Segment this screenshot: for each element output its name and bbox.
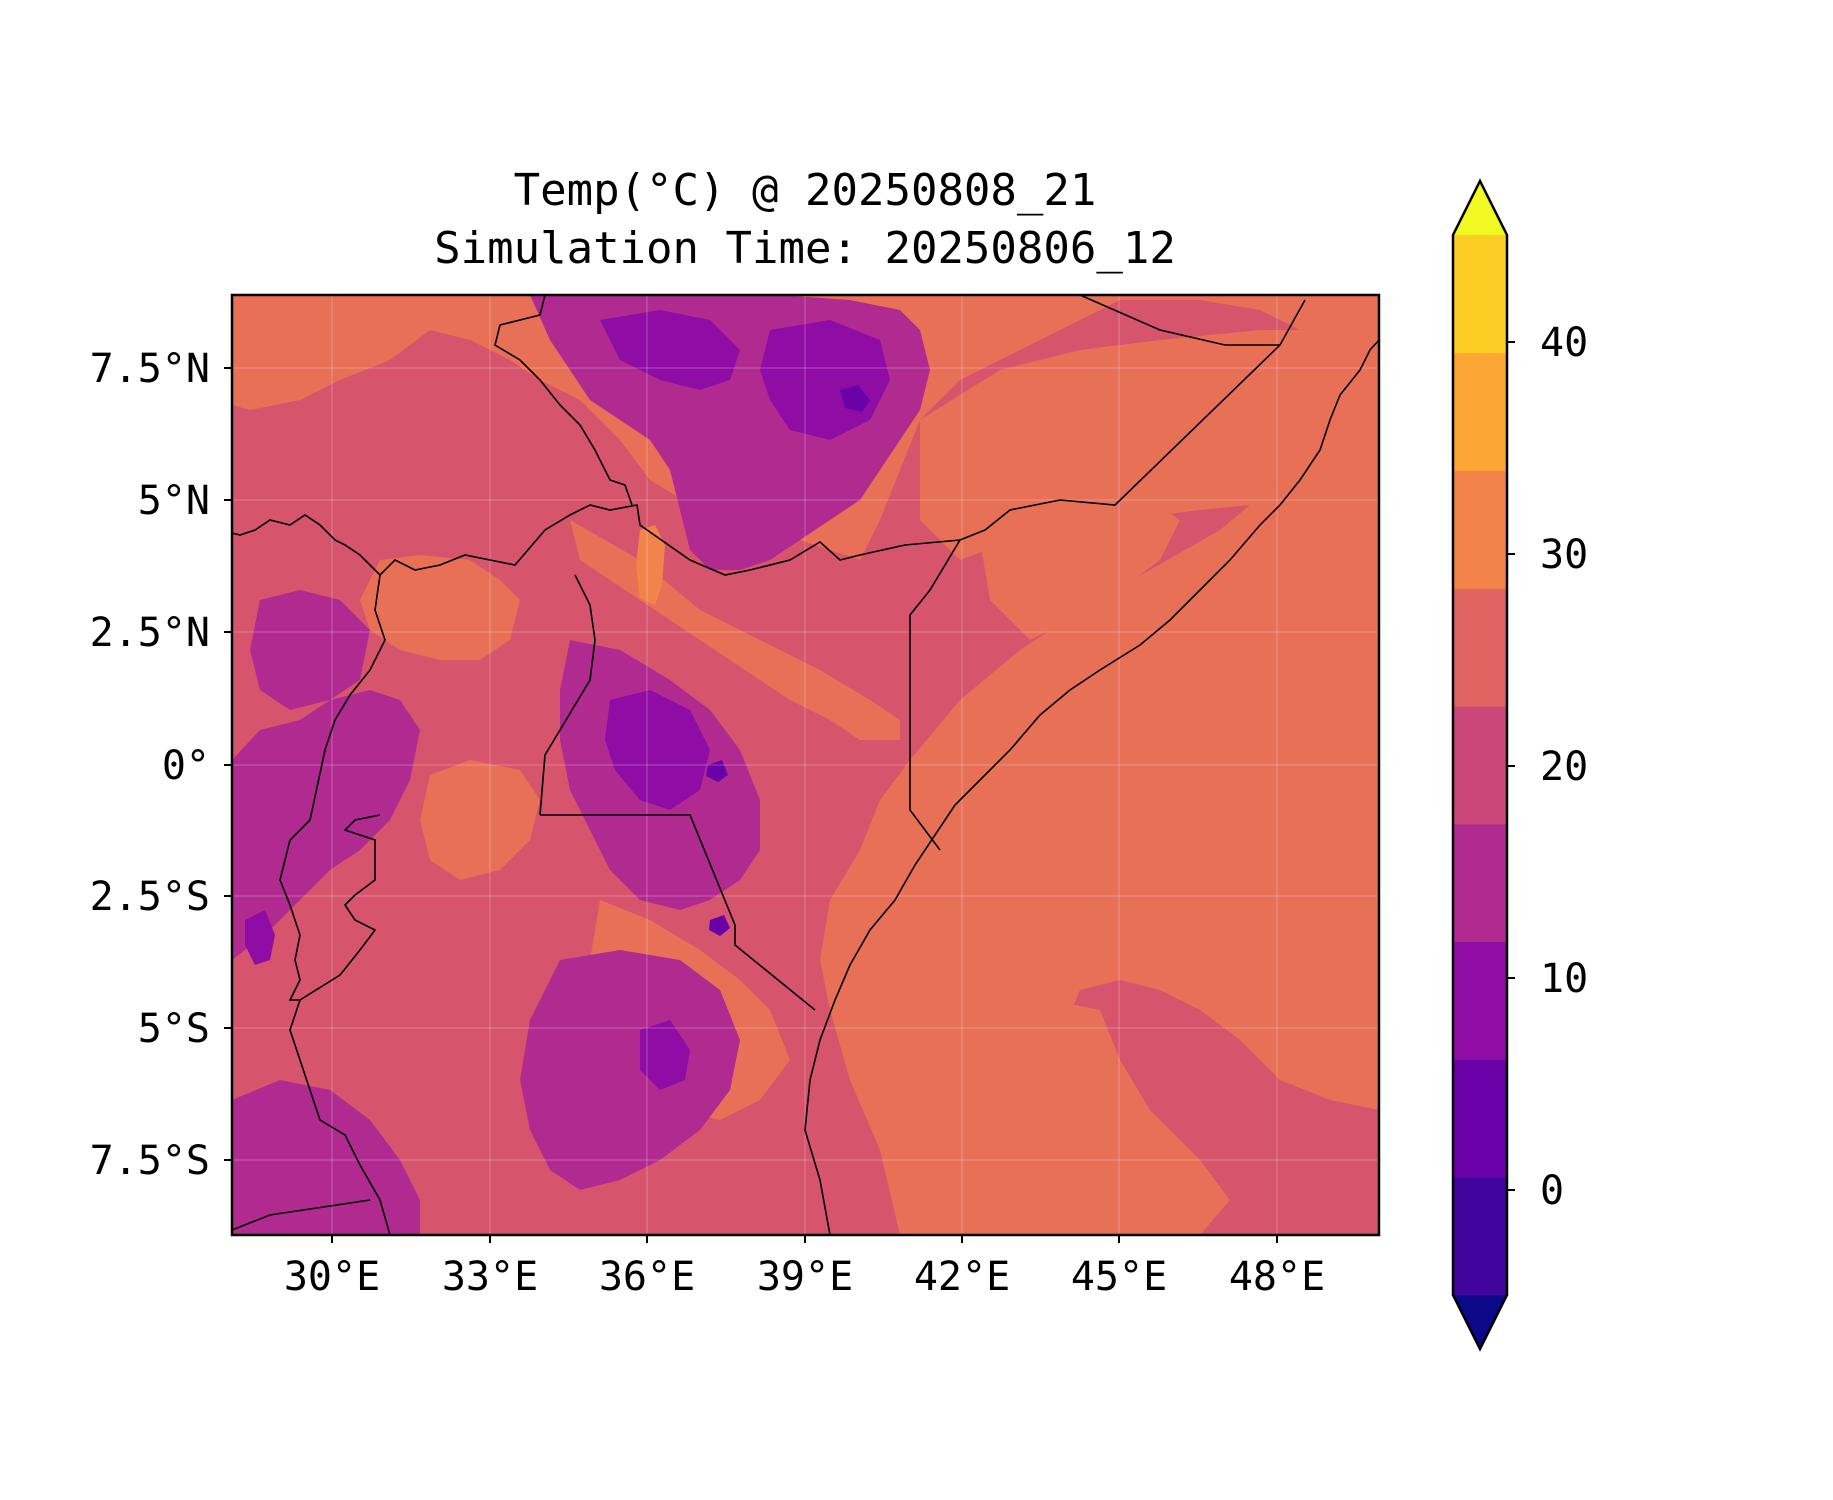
border-uganda-drc [309,574,386,821]
colorbar-band [1453,823,1507,943]
y-tick-label: 7.5°S [90,1138,210,1184]
border-rwanda-burundi [279,819,311,1001]
contour-peak-1 [840,385,870,412]
x-tick-label: 42°E [914,1254,1010,1300]
country-borders [232,295,1379,1235]
x-tick-label: 33°E [442,1254,538,1300]
border-tanzania-west [289,814,391,1235]
temperature-map [232,295,1379,1235]
colorbar-extend-low [1453,1295,1507,1349]
colorbar-extend-high [1453,181,1507,235]
contour-tanzania-cool [520,950,740,1190]
contour-sw-cool [232,1080,420,1235]
colorbar-tick-label: 40 [1540,320,1588,366]
colorbar-band [1453,706,1507,825]
colorbar-band [1453,352,1507,472]
border-kenya-tanzania [540,814,816,1011]
y-axis: 7.5°N 5°N 2.5°N 0° 2.5°S 5°S 7.5°S [90,346,232,1184]
contour-highland-cold-5 [245,910,275,965]
x-tick-label: 48°E [1229,1254,1325,1300]
y-tick-label: 7.5°N [90,346,210,392]
x-tick-label: 39°E [757,1254,853,1300]
coastline-east-africa [804,339,1379,1235]
colorbar-band [1453,1059,1507,1178]
contour-somalia-warm [980,470,1180,640]
colorbar-band [1453,941,1507,1060]
border-zambia [232,1199,371,1231]
colorbar-tick-label: 30 [1540,532,1588,578]
contour-hot-patch [636,525,665,605]
contour-peak-2 [706,760,728,782]
y-tick-label: 5°N [138,478,210,524]
y-tick-label: 5°S [138,1006,210,1052]
y-tick-label: 2.5°S [90,874,210,920]
colorbar-band [1453,235,1507,354]
x-tick-label: 36°E [599,1254,695,1300]
border-kenya-somalia [909,539,961,851]
contour-uganda-warm [360,555,520,660]
border-uganda-kenya [539,574,596,816]
contour-highland-cold-3 [605,690,710,810]
map-title-line-1: Temp(°C) @ 20250808_21 [513,165,1097,216]
colorbar-band [1453,588,1507,707]
colorbar-bands [1453,181,1507,1349]
contour-highland-cold-4 [640,1020,690,1090]
colorbar-ticks [1507,341,1515,1191]
contour-ocean-warm [820,380,1379,1235]
map-title-line-2: Simulation Time: 20250806_12 [434,223,1176,274]
contour-drc-cool [250,590,370,710]
contour-south-ocean-warm [980,1000,1230,1235]
colorbar-band [1453,1177,1507,1296]
colorbar-tick-label: 0 [1540,1168,1564,1214]
colorbar-tick-label: 20 [1540,744,1588,790]
x-axis: 30°E 33°E 36°E 39°E 42°E 45°E 48°E [284,1235,1325,1300]
colorbar-frame [1451,178,1509,1352]
border-ethiopia-somalia [1079,295,1306,346]
contour-west-cool [232,690,420,960]
y-tick-label: 2.5°N [90,610,210,656]
contour-peak-3 [709,915,730,936]
colorbar: 40 30 20 10 0 [1451,178,1588,1352]
contour-highland-cold-1 [600,310,740,390]
y-tick-label: 0° [162,743,210,789]
colorbar-tick-label: 10 [1540,956,1588,1002]
graticule [232,295,1379,1235]
contour-victoria-warm [420,760,540,880]
x-tick-label: 45°E [1071,1254,1167,1300]
border-ethiopia-sudan [494,295,633,506]
border-somalia-north [232,344,1281,577]
colorbar-band [1453,470,1507,589]
x-tick-label: 30°E [284,1254,380,1300]
